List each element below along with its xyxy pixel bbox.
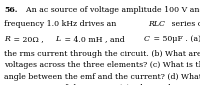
Text: C: C — [144, 35, 149, 43]
Text: the rms current through the circuit. (b) What are the rms: the rms current through the circuit. (b)… — [4, 50, 200, 58]
Text: series circuit with: series circuit with — [169, 20, 200, 28]
Text: = 20Ω ,: = 20Ω , — [11, 35, 47, 43]
Text: = 4.0 mH , and: = 4.0 mH , and — [62, 35, 127, 43]
Text: R: R — [4, 35, 10, 43]
Text: = 50μF . (a) Determine: = 50μF . (a) Determine — [151, 35, 200, 43]
Text: angle between the emf and the current? (d) What is the: angle between the emf and the current? (… — [4, 73, 200, 81]
Text: 56.: 56. — [4, 6, 18, 14]
Text: An ac source of voltage amplitude 100 V and: An ac source of voltage amplitude 100 V … — [21, 6, 200, 14]
Text: power output of the source? (e) What is the power: power output of the source? (e) What is … — [4, 84, 200, 85]
Text: RLC: RLC — [148, 20, 165, 28]
Text: frequency 1.0 kHz drives an: frequency 1.0 kHz drives an — [4, 20, 119, 28]
Text: L: L — [55, 35, 61, 43]
Text: voltages across the three elements? (c) What is the phase: voltages across the three elements? (c) … — [4, 61, 200, 69]
